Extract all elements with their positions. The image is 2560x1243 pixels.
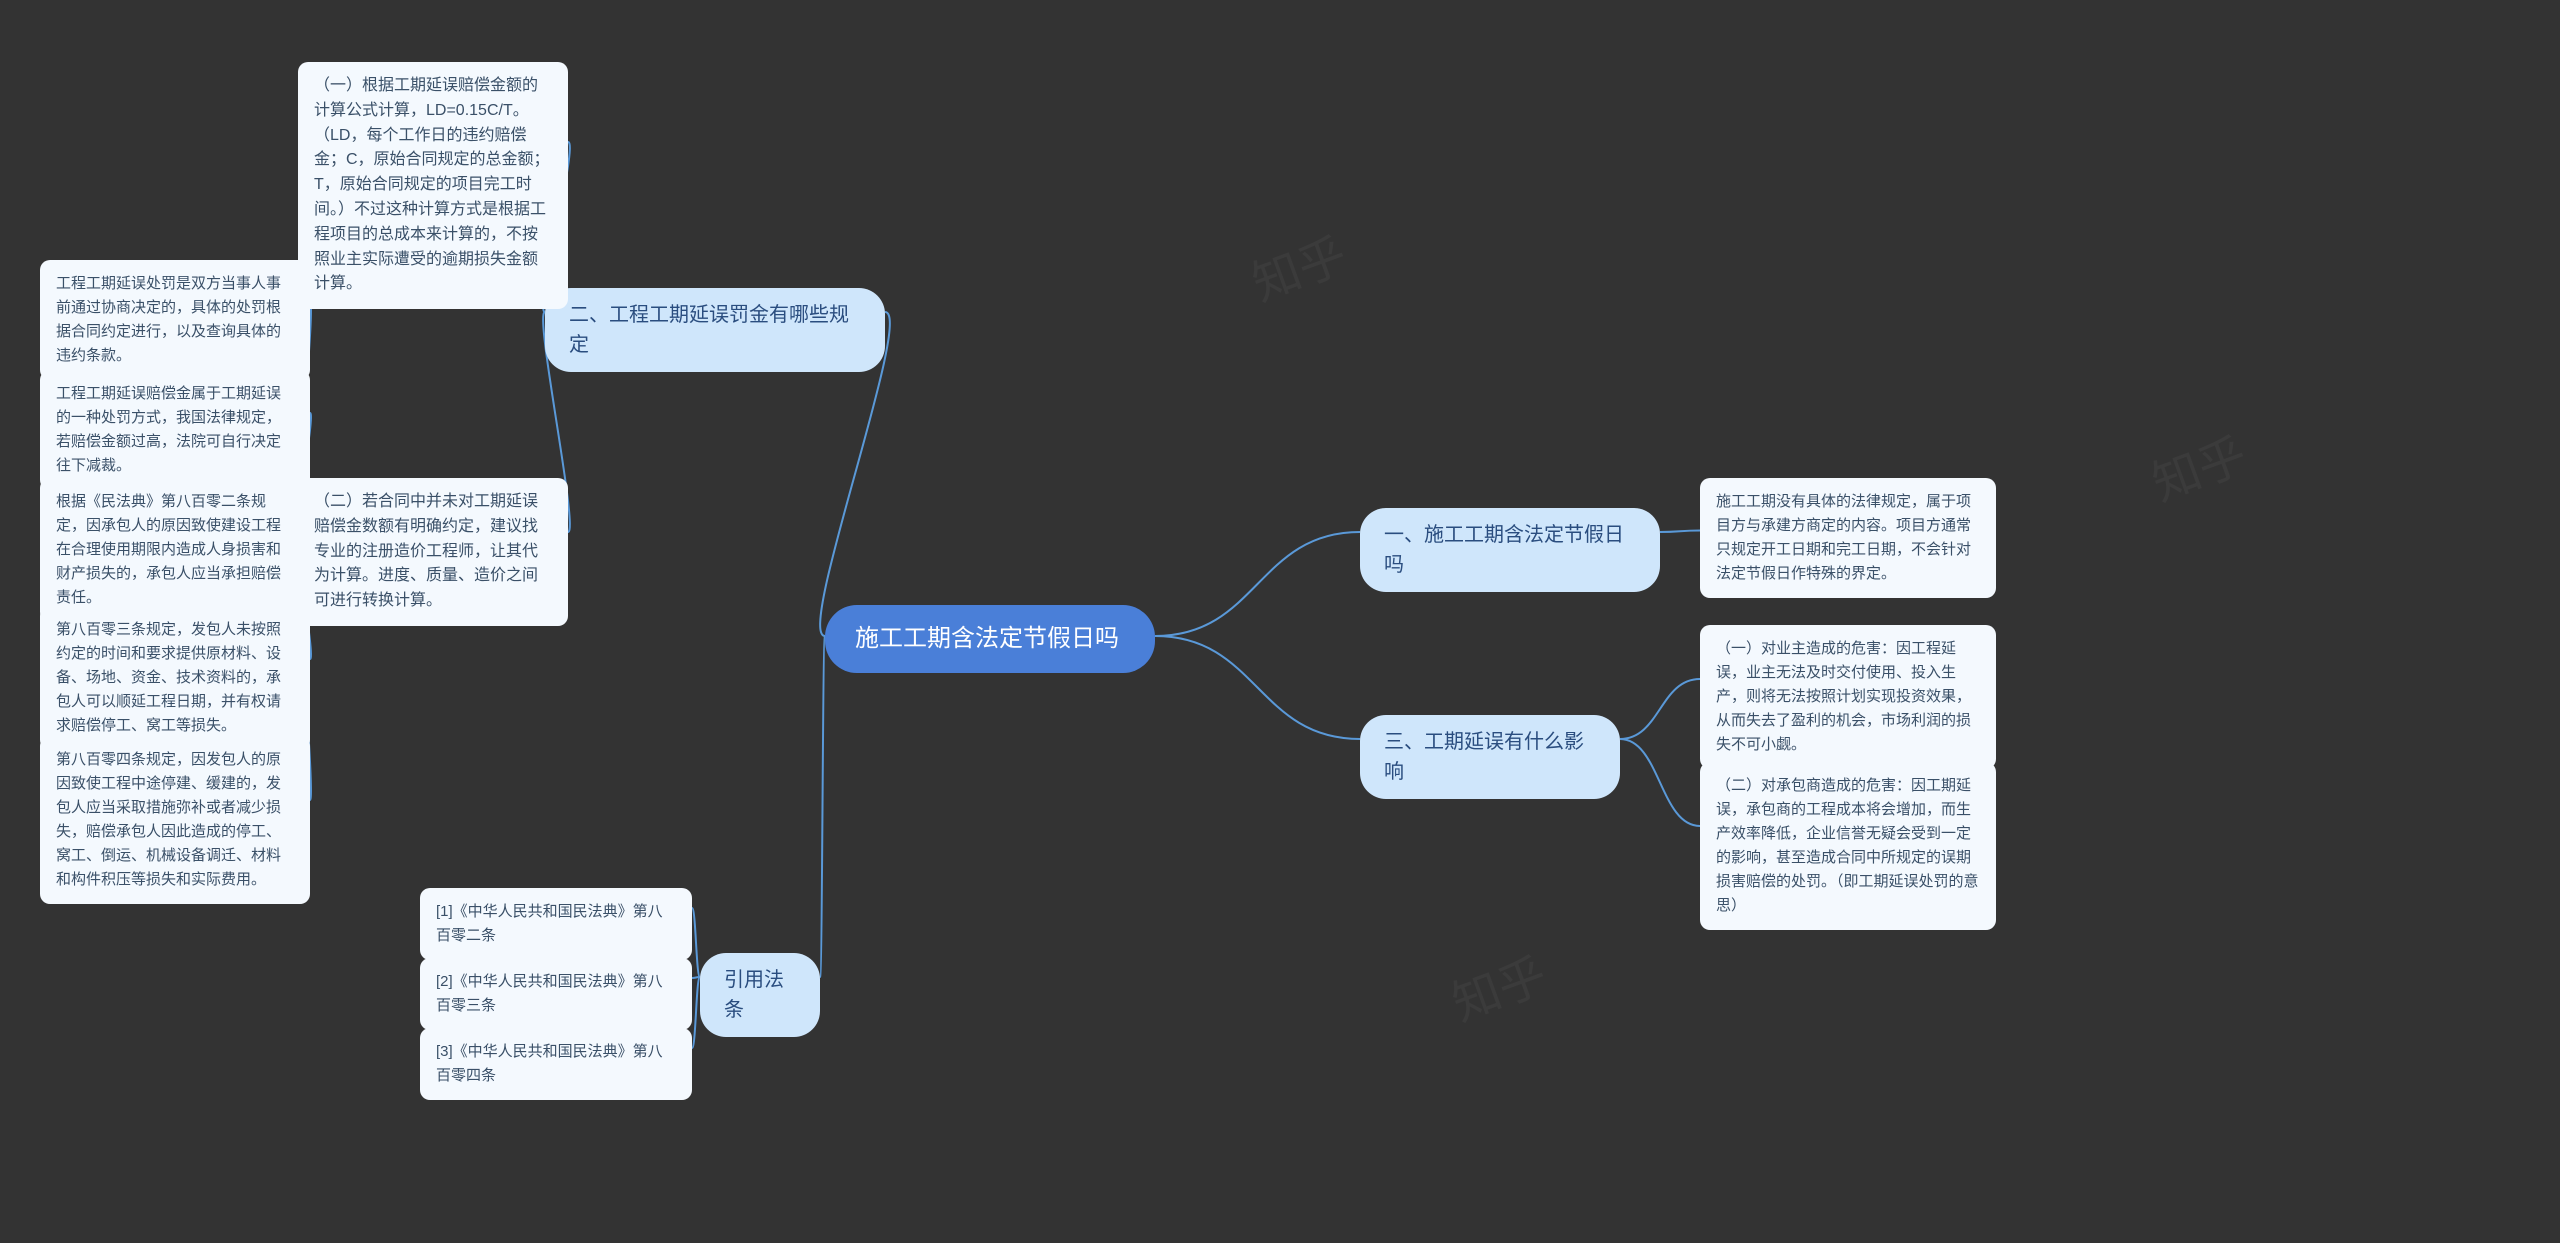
leaf-1-1[interactable]: 施工工期没有具体的法律规定，属于项目方与承建方商定的内容。项目方通常只规定开工日… (1700, 478, 1996, 598)
sub-2b[interactable]: （二）若合同中并未对工期延误赔偿金数额有明确约定，建议找专业的注册造价工程师，让… (298, 478, 568, 626)
leaf-2b-4[interactable]: 第八百零三条规定，发包人未按照约定的时间和要求提供原材料、设备、场地、资金、技术… (40, 606, 310, 750)
watermark: 知乎 (1441, 936, 1555, 1035)
leaf-2b-5[interactable]: 第八百零四条规定，因发包人的原因致使工程中途停建、缓建的，发包人应当采取措施弥补… (40, 736, 310, 904)
branch-2[interactable]: 二、工程工期延误罚金有哪些规定 (545, 288, 885, 372)
leaf-4-2[interactable]: [2]《中华人民共和国民法典》第八百零三条 (420, 958, 692, 1030)
leaf-2b-2[interactable]: 工程工期延误赔偿金属于工期延误的一种处罚方式，我国法律规定，若赔偿金额过高，法院… (40, 370, 310, 490)
branch-3[interactable]: 三、工期延误有什么影响 (1360, 715, 1620, 799)
branch-4[interactable]: 引用法条 (700, 953, 820, 1037)
leaf-2b-1[interactable]: 工程工期延误处罚是双方当事人事前通过协商决定的，具体的处罚根据合同约定进行，以及… (40, 260, 310, 380)
watermark: 知乎 (1241, 216, 1355, 315)
leaf-4-1[interactable]: [1]《中华人民共和国民法典》第八百零二条 (420, 888, 692, 960)
branch-1[interactable]: 一、施工工期含法定节假日吗 (1360, 508, 1660, 592)
root-node[interactable]: 施工工期含法定节假日吗 (825, 605, 1155, 673)
leaf-3-1[interactable]: （一）对业主造成的危害：因工程延误，业主无法及时交付使用、投入生产，则将无法按照… (1700, 625, 1996, 769)
sub-2a[interactable]: （一）根据工期延误赔偿金额的计算公式计算，LD=0.15C/T。（LD，每个工作… (298, 62, 568, 309)
watermark: 知乎 (2141, 416, 2255, 515)
leaf-4-3[interactable]: [3]《中华人民共和国民法典》第八百零四条 (420, 1028, 692, 1100)
leaf-3-2[interactable]: （二）对承包商造成的危害：因工期延误，承包商的工程成本将会增加，而生产效率降低，… (1700, 762, 1996, 930)
leaf-2b-3[interactable]: 根据《民法典》第八百零二条规定，因承包人的原因致使建设工程在合理使用期限内造成人… (40, 478, 310, 622)
